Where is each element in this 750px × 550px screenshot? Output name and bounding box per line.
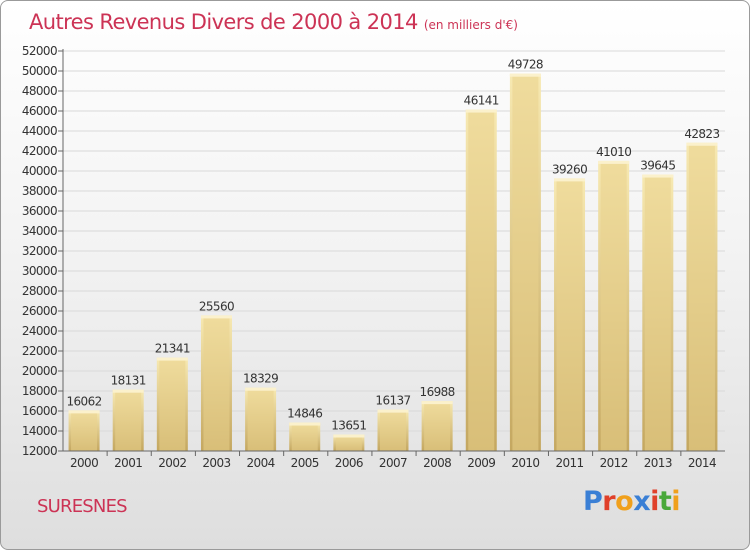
bar-highlight — [424, 403, 451, 451]
data-label: 42823 — [684, 127, 719, 141]
label-layer: 16062 18131 21341 25560 18329 14846 13651 16137… — [66, 58, 720, 433]
logo-letter: t — [658, 486, 672, 517]
bar-top-edge — [465, 109, 497, 113]
data-label: 14846 — [287, 407, 322, 421]
bar-highlight — [644, 177, 671, 452]
data-label: 25560 — [199, 299, 234, 313]
x-tick-label: 2008 — [423, 456, 451, 470]
x-tick-label: 2009 — [467, 456, 495, 470]
bar-highlight — [247, 390, 274, 451]
x-tick-label: 2000 — [70, 456, 98, 470]
bar-top-edge — [509, 73, 541, 77]
x-tick-label: 2005 — [291, 456, 319, 470]
data-label: 39645 — [640, 159, 675, 173]
y-tick-label: 24000 — [22, 324, 57, 338]
y-tick-label: 50000 — [22, 64, 57, 78]
y-tick-label: 46000 — [22, 104, 57, 118]
y-tick-label: 52000 — [22, 44, 57, 58]
y-tick-label: 18000 — [22, 384, 57, 398]
proxiti-logo: Proxiti — [583, 486, 681, 517]
bar-highlight — [335, 436, 362, 451]
data-label: 49728 — [508, 58, 543, 72]
x-tick-label: 2001 — [114, 456, 142, 470]
bar-top-edge — [333, 434, 365, 438]
logo-letter: r — [602, 486, 616, 517]
x-tick-label: 2003 — [202, 456, 230, 470]
data-label: 18329 — [243, 372, 278, 386]
y-tick-label: 28000 — [22, 284, 57, 298]
bar-highlight — [71, 412, 98, 451]
bar-highlight — [556, 180, 583, 451]
x-tick-label: 2012 — [600, 456, 628, 470]
chart-subtitle: (en milliers d'€) — [423, 18, 518, 32]
y-tick-label: 42000 — [22, 144, 57, 158]
bar-highlight — [291, 425, 318, 451]
y-tick-label: 12000 — [22, 444, 57, 458]
x-tick-label: 2013 — [644, 456, 672, 470]
data-label: 39260 — [552, 162, 587, 176]
bar-highlight — [600, 163, 627, 451]
x-tick-label: 2006 — [335, 456, 363, 470]
data-label: 21341 — [155, 342, 190, 356]
city-label: SURESNES — [37, 496, 128, 517]
chart-title: Autres Revenus Divers de 2000 à 2014 (en … — [29, 10, 518, 34]
data-label: 16062 — [66, 394, 101, 408]
data-label: 46141 — [464, 94, 499, 108]
x-tick-label: 2007 — [379, 456, 407, 470]
bar-top-edge — [421, 401, 453, 405]
bar-top-edge — [598, 160, 630, 164]
bar-layer — [68, 73, 718, 452]
data-label: 16988 — [420, 385, 455, 399]
bar-highlight — [688, 145, 715, 451]
y-tick-label: 38000 — [22, 184, 57, 198]
bar-highlight — [115, 392, 142, 451]
y-tick-label: 16000 — [22, 404, 57, 418]
data-label: 18131 — [111, 374, 146, 388]
data-label: 41010 — [596, 145, 631, 159]
y-tick-label: 36000 — [22, 204, 57, 218]
bar-highlight — [380, 412, 406, 451]
bar-top-edge — [686, 142, 718, 146]
data-label: 13651 — [331, 418, 366, 432]
x-tick-label: 2002 — [158, 456, 186, 470]
bar-highlight — [468, 112, 495, 451]
bar-highlight — [203, 317, 230, 451]
logo-letter: i — [650, 486, 659, 517]
y-tick-label: 30000 — [22, 264, 57, 278]
logo-letter: x — [633, 486, 651, 517]
logo-letter: o — [615, 486, 634, 517]
y-tick-label: 40000 — [22, 164, 57, 178]
bar-top-edge — [642, 174, 674, 178]
y-tick-label: 34000 — [22, 224, 57, 238]
x-tick-label: 2004 — [247, 456, 275, 470]
y-tick-label: 20000 — [22, 364, 57, 378]
bar-top-edge — [289, 422, 321, 426]
bar-highlight — [512, 76, 539, 451]
bar-top-edge — [112, 389, 144, 393]
x-tick-label: 2014 — [688, 456, 716, 470]
bar-highlight — [159, 360, 186, 451]
bar-top-edge — [554, 178, 586, 182]
axis-layer: 12000 14000 16000 18000 20000 22000 24000 26000… — [22, 44, 725, 470]
bar-top-edge — [245, 387, 277, 391]
bar-top-edge — [200, 315, 232, 319]
y-tick-label: 26000 — [22, 304, 57, 318]
bar-top-edge — [377, 409, 409, 413]
y-tick-label: 48000 — [22, 84, 57, 98]
bar-top-edge — [156, 357, 188, 361]
x-tick-label: 2011 — [555, 456, 583, 470]
bar-top-edge — [68, 410, 100, 414]
y-tick-label: 14000 — [22, 424, 57, 438]
logo-letter: P — [583, 486, 603, 517]
y-tick-label: 44000 — [22, 124, 57, 138]
y-tick-label: 32000 — [22, 244, 57, 258]
logo-letter: i — [671, 486, 681, 517]
chart-title-text: Autres Revenus Divers de 2000 à 2014 — [29, 10, 418, 34]
y-tick-label: 22000 — [22, 344, 57, 358]
data-label: 16137 — [375, 394, 410, 408]
x-tick-label: 2010 — [511, 456, 539, 470]
